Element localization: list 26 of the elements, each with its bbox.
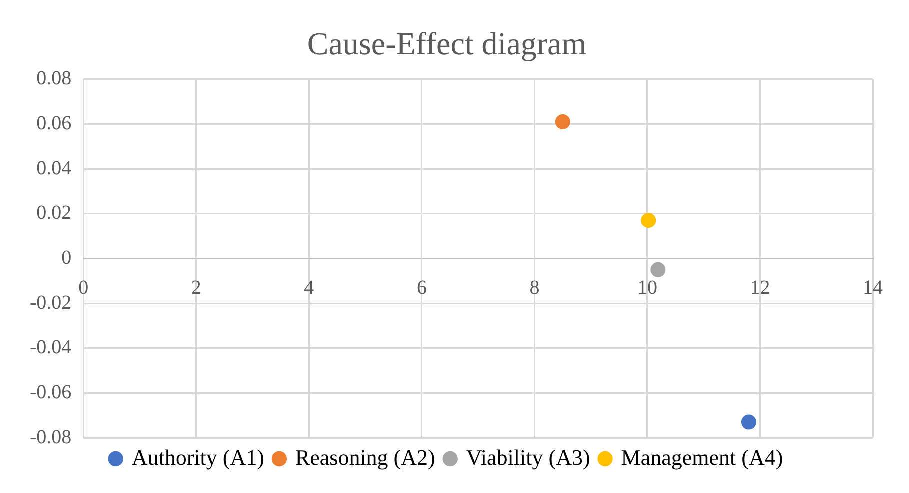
legend-label: Reasoning (A2)	[295, 444, 436, 470]
x-tick-label: 2	[191, 276, 202, 299]
y-tick-label: 0	[62, 246, 72, 269]
chart-title: Cause-Effect diagram	[307, 26, 587, 62]
x-tick-label: 8	[530, 276, 540, 299]
x-tick-label: 14	[863, 276, 883, 299]
legend-label: Viability (A3)	[466, 444, 590, 470]
y-tick-label: -0.02	[30, 292, 72, 314]
legend-label: Authority (A1)	[132, 444, 264, 470]
x-tick-label: 12	[750, 276, 770, 299]
x-tick-label: 4	[304, 276, 314, 299]
y-tick-label: 0.04	[36, 157, 72, 180]
y-tick-label: -0.06	[30, 381, 72, 404]
point	[650, 262, 666, 278]
point	[741, 414, 756, 430]
point	[555, 114, 570, 130]
point	[641, 213, 656, 228]
y-tick-label: 0.06	[36, 112, 72, 134]
legend-label: Management (A4)	[621, 444, 784, 470]
x-tick-label: 6	[416, 276, 427, 299]
x-tick-label: 0	[78, 276, 89, 299]
x-tick-label: 10	[637, 276, 658, 299]
y-tick-label: -0.08	[30, 426, 72, 448]
y-tick-label: -0.04	[30, 336, 72, 359]
y-tick-label: 0.08	[36, 68, 72, 90]
y-tick-label: 0.02	[36, 202, 72, 224]
